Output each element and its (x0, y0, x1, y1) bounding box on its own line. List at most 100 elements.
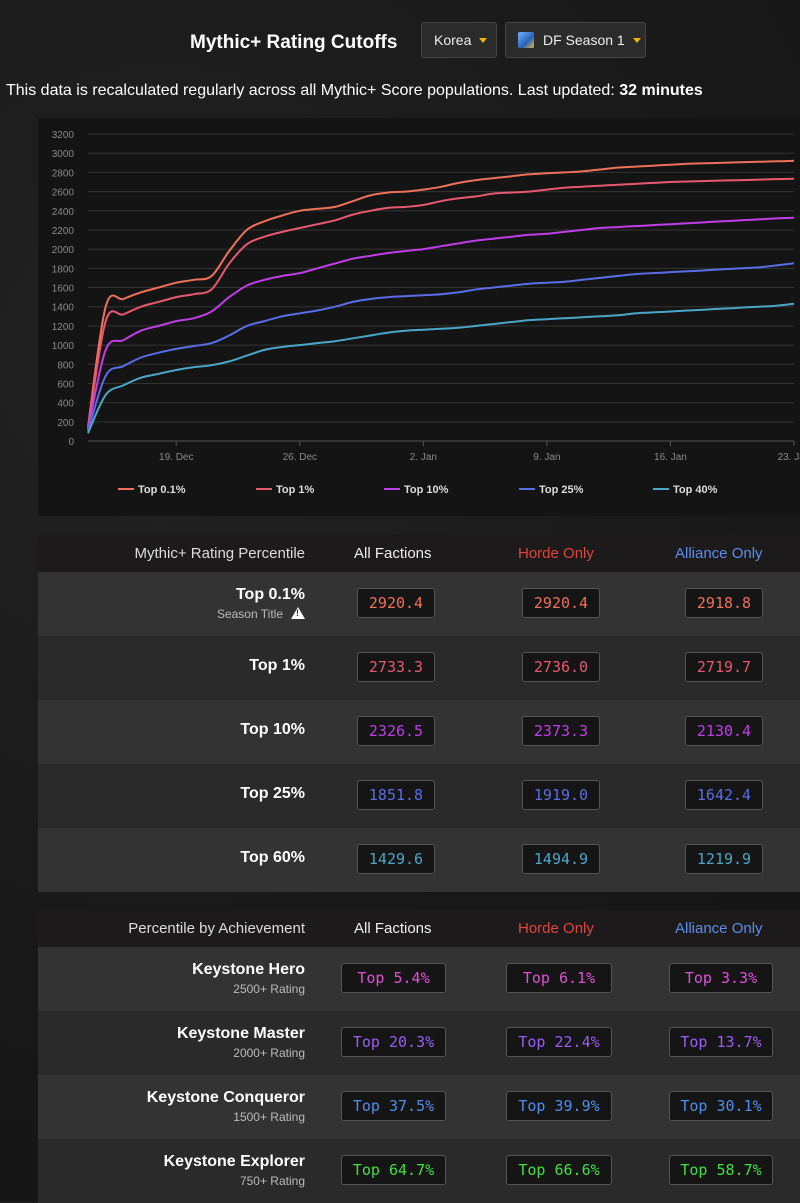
value-horde: 2736.0 (522, 652, 600, 682)
legend-label: Top 25% (539, 484, 584, 496)
row-sublabel: 2000+ Rating (233, 1046, 305, 1060)
value-horde: Top 22.4% (506, 1027, 612, 1057)
y-tick-label: 1200 (52, 322, 75, 333)
column-header-all: All Factions (354, 920, 432, 937)
column-header-horde: Horde Only (518, 545, 594, 562)
region-label: Korea (434, 32, 472, 48)
value-alliance: Top 30.1% (669, 1091, 773, 1121)
legend-label: Top 40% (673, 484, 718, 496)
value-horde: 2920.4 (522, 588, 600, 618)
season-dropdown[interactable]: DF Season 1 (505, 22, 646, 58)
row-label: Top 60% (240, 849, 305, 866)
x-tick-label: 16. Jan (654, 452, 687, 463)
table-row: Keystone Master 2000+ Rating Top 20.3% Top … (38, 1011, 800, 1075)
value-alliance: 2719.7 (685, 652, 763, 682)
row-sublabel: 750+ Rating (240, 1174, 305, 1188)
series-line (87, 302, 795, 434)
row-label: Top 0.1% (235, 586, 305, 603)
row-label: Top 25% (240, 785, 305, 802)
value-all: 1429.6 (357, 844, 435, 874)
value-all: Top 64.7% (341, 1155, 446, 1185)
row-sublabel-text: Season Title (216, 607, 283, 621)
series-line (87, 262, 795, 432)
last-updated: 32 minutes (619, 82, 703, 99)
table-row: Top 1% 2733.3 2736.0 2719.7 (38, 636, 800, 700)
value-alliance: 1219.9 (685, 844, 763, 874)
column-header-horde: Horde Only (518, 920, 594, 937)
series-line (87, 177, 795, 429)
value-alliance: Top 13.7% (669, 1027, 773, 1057)
row-label: Top 1% (249, 657, 305, 674)
y-tick-label: 2600 (52, 188, 75, 199)
rating-rows: Top 0.1%Season Title2920.42920.42918.8To… (38, 572, 800, 892)
table-row: Top 25% 1851.8 1919.0 1642.4 (38, 764, 800, 828)
value-alliance: Top 3.3% (669, 963, 773, 993)
value-alliance: 2918.8 (685, 588, 763, 618)
value-all: 2326.5 (357, 716, 435, 746)
column-header-achievement: Percentile by Achievement (128, 920, 305, 937)
chart-background (38, 118, 800, 516)
table-row: Top 10% 2326.5 2373.3 2130.4 (38, 700, 800, 764)
y-tick-label: 2800 (52, 168, 75, 179)
warning-icon[interactable] (291, 607, 305, 619)
value-alliance: 1642.4 (685, 780, 763, 810)
chevron-down-icon (479, 37, 488, 43)
legend-label: Top 0.1% (138, 484, 186, 496)
row-label: Top 10% (240, 721, 305, 738)
row-sublabel: 2500+ Rating (233, 982, 305, 996)
y-tick-label: 1600 (52, 284, 75, 295)
value-alliance: Top 58.7% (669, 1155, 773, 1185)
column-header-alliance: Alliance Only (675, 545, 763, 562)
y-tick-label: 400 (57, 399, 74, 410)
x-tick-label: 19. Dec (159, 452, 193, 463)
column-header-percentile: Mythic+ Rating Percentile (134, 545, 306, 562)
achievement-rows: Keystone Hero 2500+ Rating Top 5.4% Top 6.1… (38, 947, 800, 1203)
table-row: Keystone Conqueror 1500+ Rating Top 37.5% T… (38, 1075, 800, 1139)
row-label: Keystone Hero (192, 961, 305, 978)
column-header-alliance: Alliance Only (675, 920, 763, 937)
y-tick-label: 200 (57, 418, 74, 429)
y-tick-label: 2000 (52, 245, 75, 256)
value-horde: Top 6.1% (506, 963, 612, 993)
row-label: Keystone Conqueror (146, 1089, 305, 1106)
value-all: 1851.8 (357, 780, 435, 810)
page-title: Mythic+ Rating Cutoffs (190, 32, 398, 53)
legend-label: Top 10% (404, 484, 449, 496)
value-all: Top 5.4% (341, 963, 446, 993)
value-alliance: 2130.4 (685, 716, 763, 746)
y-tick-label: 3000 (52, 149, 75, 160)
region-dropdown[interactable]: Korea (421, 22, 497, 58)
row-sublabel: Season Title (217, 607, 305, 621)
value-horde: Top 39.9% (506, 1091, 612, 1121)
table-row: Top 0.1% Season Title 2920.4 2920.4 2918.8 (38, 572, 800, 636)
legend-label: Top 1% (276, 484, 315, 496)
row-sublabel-text: 1500+ Rating (233, 1110, 305, 1124)
value-horde: 1494.9 (522, 844, 600, 874)
value-horde: 2373.3 (522, 716, 600, 746)
y-tick-label: 3200 (52, 130, 75, 141)
header: Mythic+ Rating Cutoffs Korea DF Season 1 (0, 22, 800, 62)
y-tick-label: 0 (68, 437, 74, 448)
value-all: 2733.3 (357, 652, 435, 682)
season-label: DF Season 1 (543, 32, 625, 48)
y-tick-label: 1400 (52, 303, 75, 314)
x-tick-label: 23. Jan (778, 452, 800, 463)
table-header: Percentile by Achievement All Factions H… (38, 910, 800, 947)
value-all: Top 37.5% (341, 1091, 446, 1121)
row-sublabel-text: 2500+ Rating (233, 982, 305, 996)
y-tick-label: 600 (57, 379, 74, 390)
season-icon (518, 32, 534, 48)
value-all: 2920.4 (357, 588, 435, 618)
column-header-all: All Factions (354, 545, 432, 562)
row-sublabel-text: 750+ Rating (239, 1174, 305, 1188)
y-tick-label: 1800 (52, 264, 75, 275)
row-label: Keystone Master (176, 1025, 305, 1042)
rating-chart-svg: 0 200 400 600 800 1000 1200 1400 1600 1800 2000 220… (38, 118, 800, 516)
table-row: Top 60% 1429.6 1494.9 1219.9 (38, 828, 800, 892)
x-tick-label: 26. Dec (283, 452, 317, 463)
table-row: Keystone Hero 2500+ Rating Top 5.4% Top 6.1… (38, 947, 800, 1011)
achievement-table: Percentile by Achievement All Factions H… (38, 910, 800, 1203)
value-horde: Top 66.6% (506, 1155, 612, 1185)
row-label: Keystone Explorer (163, 1153, 305, 1170)
series-line (87, 216, 795, 430)
